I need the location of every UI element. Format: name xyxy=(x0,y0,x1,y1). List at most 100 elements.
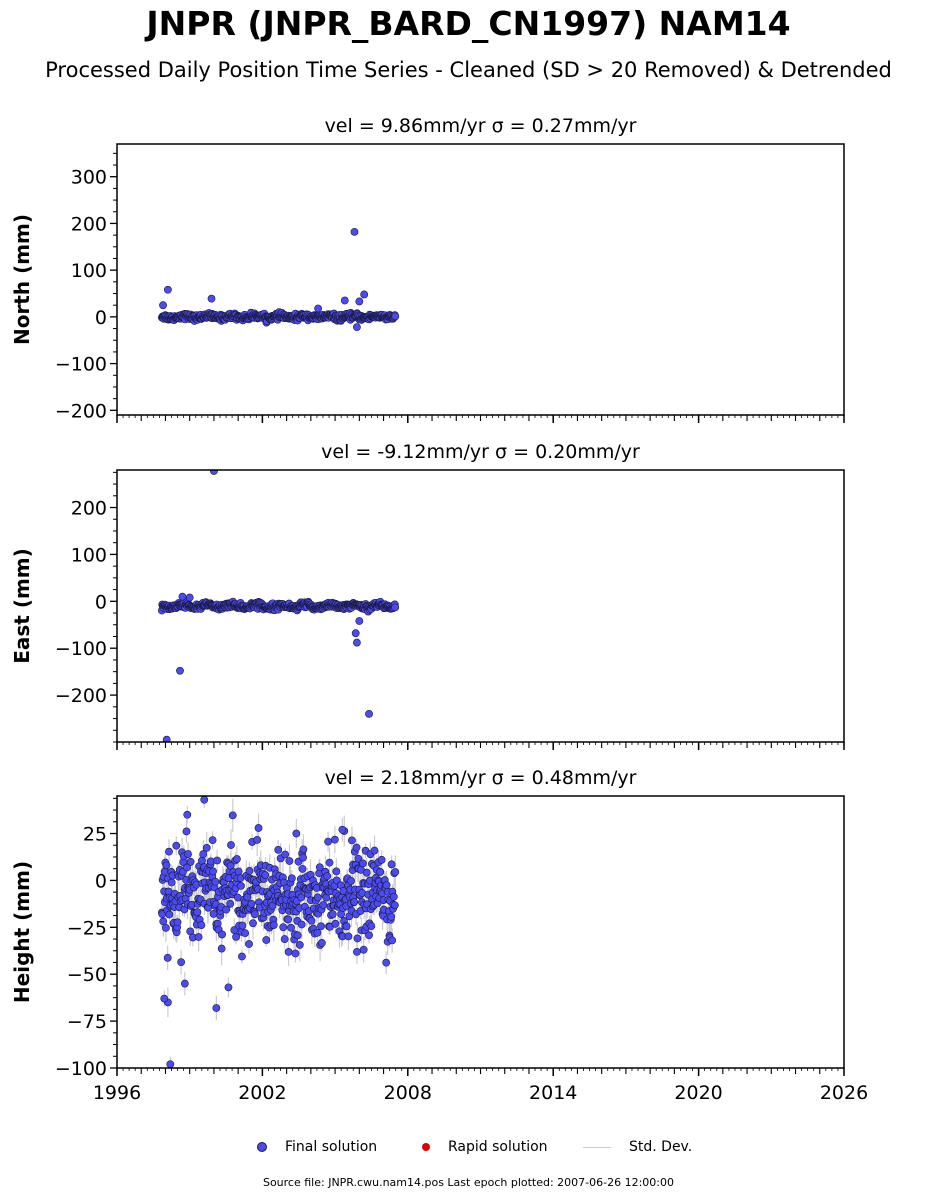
data-point xyxy=(319,901,328,909)
data-point xyxy=(370,846,379,855)
data-point xyxy=(228,811,237,820)
data-point xyxy=(183,863,191,872)
y-tick-label: 0 xyxy=(95,591,107,613)
data-point xyxy=(362,868,371,877)
data-point xyxy=(207,294,216,303)
data-point xyxy=(328,910,337,919)
data-point xyxy=(377,855,386,864)
y-tick-label: 100 xyxy=(71,260,107,282)
data-point xyxy=(285,857,294,865)
y-tick-label: 300 xyxy=(71,167,107,189)
data-point xyxy=(176,666,184,675)
data-point xyxy=(268,901,277,910)
data-point xyxy=(391,312,400,321)
data-point xyxy=(279,923,288,932)
data-point xyxy=(355,617,364,625)
legend-std-marker xyxy=(583,1146,611,1148)
data-point xyxy=(359,945,368,954)
data-point xyxy=(218,930,226,939)
data-point xyxy=(332,867,341,876)
data-point xyxy=(185,593,194,602)
y-tick-label: 25 xyxy=(83,824,107,846)
data-point xyxy=(388,936,397,945)
legend-rapid-marker xyxy=(422,1143,430,1151)
data-point xyxy=(292,829,301,838)
legend-final-label: Final solution xyxy=(285,1139,378,1155)
data-point xyxy=(293,931,302,940)
data-point xyxy=(331,919,340,928)
data-point xyxy=(238,921,247,930)
data-point xyxy=(342,922,351,931)
data-point xyxy=(291,949,300,958)
data-group xyxy=(158,796,400,1068)
data-point xyxy=(165,847,173,856)
data-point xyxy=(245,940,253,948)
data-point xyxy=(284,915,292,924)
legend-item-final: Final solution xyxy=(257,1137,377,1157)
data-point xyxy=(365,709,373,718)
data-point xyxy=(180,979,189,988)
data-point xyxy=(284,948,293,956)
data-point xyxy=(241,929,250,938)
data-point xyxy=(365,931,373,940)
data-point xyxy=(297,893,306,902)
y-tick-label: −100 xyxy=(55,638,107,660)
data-point xyxy=(194,933,203,941)
data-point xyxy=(159,917,168,926)
data-point xyxy=(173,918,182,927)
data-point xyxy=(340,296,349,305)
data-point xyxy=(238,952,246,961)
data-point xyxy=(359,859,367,868)
data-point xyxy=(287,923,295,932)
legend-item-rapid: Rapid solution xyxy=(422,1137,548,1157)
data-point xyxy=(391,603,400,612)
data-point xyxy=(166,1060,175,1068)
data-point xyxy=(299,853,307,862)
data-point xyxy=(184,850,192,858)
chart-panel-2: vel = -9.12mm/yr σ = 0.20mm/yr East (mm)−… xyxy=(10,441,845,750)
data-point xyxy=(287,874,296,883)
data-point xyxy=(297,920,306,929)
data-point xyxy=(389,892,398,901)
y-tick-label: −100 xyxy=(55,1058,107,1080)
data-point xyxy=(390,901,399,910)
panel-title: vel = 9.86mm/yr σ = 0.27mm/yr xyxy=(325,115,637,137)
data-point xyxy=(376,868,385,876)
x-tick-label: 2020 xyxy=(674,1082,722,1104)
data-point xyxy=(253,835,262,844)
data-point xyxy=(182,827,191,836)
chart-subtitle: Processed Daily Position Time Series - C… xyxy=(45,58,892,82)
data-point xyxy=(324,837,332,846)
chart-panel-3: vel = 2.18mm/yr σ = 0.48mm/yr Height (mm)… xyxy=(10,767,868,1104)
data-point xyxy=(177,958,186,967)
y-axis-label: North (mm) xyxy=(10,214,34,345)
y-tick-label: −200 xyxy=(55,685,107,707)
axes-frame xyxy=(116,143,845,416)
data-point xyxy=(210,470,218,475)
y-tick-label: 200 xyxy=(71,498,107,520)
data-point xyxy=(353,638,361,647)
data-point xyxy=(213,856,222,865)
data-point xyxy=(382,881,391,890)
y-tick-label: −100 xyxy=(55,354,107,376)
chart-title: JNPR (JNPR_BARD_CN1997) NAM14 xyxy=(146,4,791,43)
data-point xyxy=(161,923,170,932)
data-point xyxy=(298,864,307,873)
data-point xyxy=(208,836,217,845)
y-axis-label: Height (mm) xyxy=(10,861,34,1003)
panel-title: vel = 2.18mm/yr σ = 0.48mm/yr xyxy=(325,767,637,789)
x-tick-label: 2008 xyxy=(384,1082,432,1104)
data-point xyxy=(352,843,361,852)
legend-item-std: Std. Dev. xyxy=(583,1137,692,1157)
data-point xyxy=(178,592,187,601)
x-tick-label: 2002 xyxy=(238,1082,286,1104)
data-point xyxy=(165,910,174,919)
y-tick-label: −50 xyxy=(67,964,107,986)
axes-frame xyxy=(116,795,845,1069)
data-point xyxy=(160,994,169,1003)
data-point xyxy=(226,899,235,908)
data-point xyxy=(183,810,192,819)
x-tick-label: 2026 xyxy=(820,1082,868,1104)
